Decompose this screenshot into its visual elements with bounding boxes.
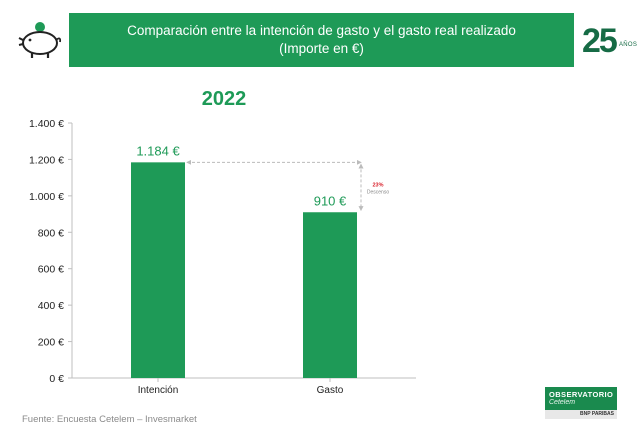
chart-title-line2: (Importe en €) (279, 41, 364, 56)
y-tick-label: 200 € (38, 337, 64, 349)
bar-value-label: 1.184 € (136, 143, 180, 158)
annotation-label: Descenso (367, 189, 389, 195)
logo-strip-text: BNP PARIBAS (580, 411, 614, 417)
bar-value-label: 910 € (314, 193, 347, 208)
logo-title: OBSERVATORIO (549, 390, 614, 399)
anniversary-logo: 25 AÑOS (582, 22, 638, 66)
y-tick-label: 1.200 € (29, 154, 64, 166)
source-note: Fuente: Encuesta Cetelem – Invesmarket (22, 414, 197, 425)
logo-subtitle: Cetelem (549, 399, 576, 406)
y-tick-label: 400 € (38, 300, 64, 312)
y-tick-label: 1.400 € (29, 118, 64, 130)
chart-year-title: 2022 (201, 88, 247, 110)
chart-title-line1: Comparación entre la intención de gasto … (127, 23, 516, 38)
annotation-percent: 23% (372, 182, 383, 188)
observatorio-logo: OBSERVATORIO Cetelem BNP PARIBAS (545, 387, 617, 419)
y-tick-label: 1.000 € (29, 191, 64, 203)
bar (131, 162, 185, 378)
x-tick-label: Intención (138, 385, 179, 396)
piggy-bank-icon (18, 22, 62, 58)
title-banner: Comparación entre la intención de gasto … (69, 13, 574, 67)
anniversary-word: AÑOS (619, 42, 638, 48)
y-tick-label: 0 € (49, 373, 64, 385)
logo-strip: BNP PARIBAS (545, 410, 617, 419)
y-tick-label: 800 € (38, 227, 64, 239)
x-tick-label: Gasto (317, 385, 344, 396)
y-tick-label: 600 € (38, 264, 64, 276)
bar (303, 212, 357, 378)
anniversary-number: 25 (582, 22, 618, 60)
